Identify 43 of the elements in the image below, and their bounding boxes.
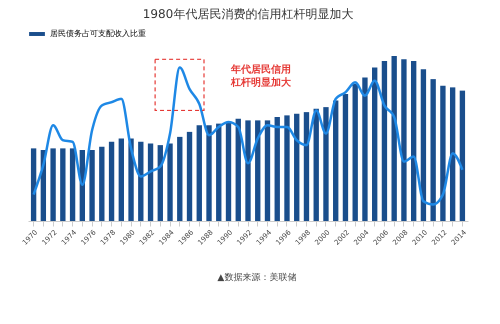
bar xyxy=(108,142,114,221)
bar xyxy=(314,108,319,221)
bar xyxy=(274,117,280,221)
bar xyxy=(60,148,66,221)
legend-label: 居民债务占可支配收入比重 xyxy=(50,29,146,38)
bar xyxy=(30,148,36,221)
bar xyxy=(420,69,426,221)
bar xyxy=(226,122,232,221)
bar xyxy=(177,136,182,221)
bar xyxy=(70,148,76,221)
bar xyxy=(89,150,95,221)
bar xyxy=(50,148,56,221)
bar xyxy=(284,115,290,221)
bar xyxy=(294,114,300,221)
bar xyxy=(236,118,241,221)
bar xyxy=(430,79,436,221)
bar xyxy=(186,132,192,221)
bar xyxy=(167,143,173,221)
annotation: 年代居民信用杠杆明显加大 xyxy=(230,63,292,88)
bar xyxy=(362,77,368,221)
bar xyxy=(401,59,407,221)
bar xyxy=(148,143,154,221)
bar xyxy=(196,125,202,221)
bar xyxy=(352,84,358,221)
bar xyxy=(99,146,104,221)
bar xyxy=(460,90,466,221)
bar xyxy=(158,145,163,221)
bar xyxy=(392,56,397,221)
bar xyxy=(333,100,338,221)
bar xyxy=(440,86,446,221)
bar xyxy=(410,60,416,221)
bar xyxy=(216,124,222,221)
bar xyxy=(264,120,270,221)
bar xyxy=(450,87,456,221)
bar xyxy=(304,112,310,221)
chart-title: 1980年代居民消费的信用杠杆明显加大 xyxy=(142,7,354,21)
bar xyxy=(342,94,348,221)
text: ▲数据来源：美联储 xyxy=(217,272,296,283)
bar xyxy=(118,138,124,221)
bar xyxy=(255,120,260,221)
bar xyxy=(138,142,144,221)
bar xyxy=(382,60,388,221)
bar xyxy=(372,68,378,221)
